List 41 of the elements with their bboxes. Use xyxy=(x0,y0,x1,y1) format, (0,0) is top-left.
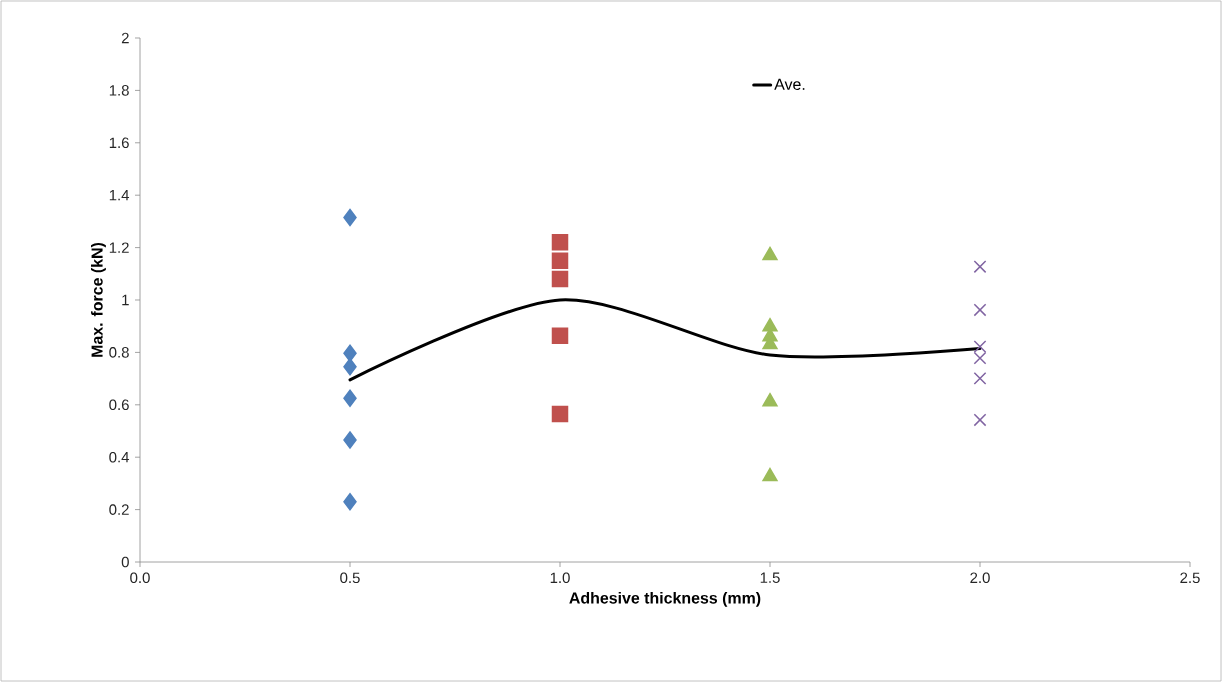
point xyxy=(762,392,778,407)
y-tick-label: 0.2 xyxy=(109,504,129,515)
point xyxy=(551,252,569,269)
point xyxy=(343,344,357,362)
y-tick-label: 1 xyxy=(122,294,129,306)
point xyxy=(343,431,357,449)
point xyxy=(343,208,357,227)
point xyxy=(343,358,357,376)
point xyxy=(551,270,569,288)
point xyxy=(551,234,569,251)
legend-label: Ave. xyxy=(774,78,805,90)
y-tick-label: 0.6 xyxy=(109,399,129,411)
point xyxy=(343,389,357,407)
point xyxy=(973,351,987,365)
point xyxy=(551,405,569,423)
x-tick-label: 0.5 xyxy=(340,572,360,584)
point xyxy=(973,413,987,427)
y-tick-label: 1.8 xyxy=(109,85,129,96)
point xyxy=(551,327,569,344)
y-tick-label: 1.2 xyxy=(109,242,129,253)
y-tick-label: 0.4 xyxy=(109,451,130,463)
line-series xyxy=(348,298,982,382)
y-tick-label: 0 xyxy=(121,556,129,568)
y-tick-label: 0.8 xyxy=(109,347,129,358)
point xyxy=(973,340,987,354)
x-tick-label: 0.0 xyxy=(130,572,150,584)
x-tick-label: 1.5 xyxy=(760,572,780,583)
point xyxy=(343,492,357,511)
x-tick-label: 2.0 xyxy=(970,572,990,584)
x-tick-label: 2.5 xyxy=(1180,572,1200,584)
point xyxy=(973,303,987,317)
x-axis-title: Adhesive thickness (mm) xyxy=(569,591,761,607)
point xyxy=(762,246,778,261)
y-tick-label: 2 xyxy=(121,32,129,44)
point xyxy=(762,467,778,482)
point xyxy=(973,371,987,385)
point xyxy=(973,260,987,274)
x-tick-label: 1.0 xyxy=(550,572,570,584)
y-axis-title: Max. force (kN) xyxy=(91,242,106,357)
y-tick-label: 1.4 xyxy=(109,190,130,201)
y-tick-label: 1.6 xyxy=(109,137,129,149)
